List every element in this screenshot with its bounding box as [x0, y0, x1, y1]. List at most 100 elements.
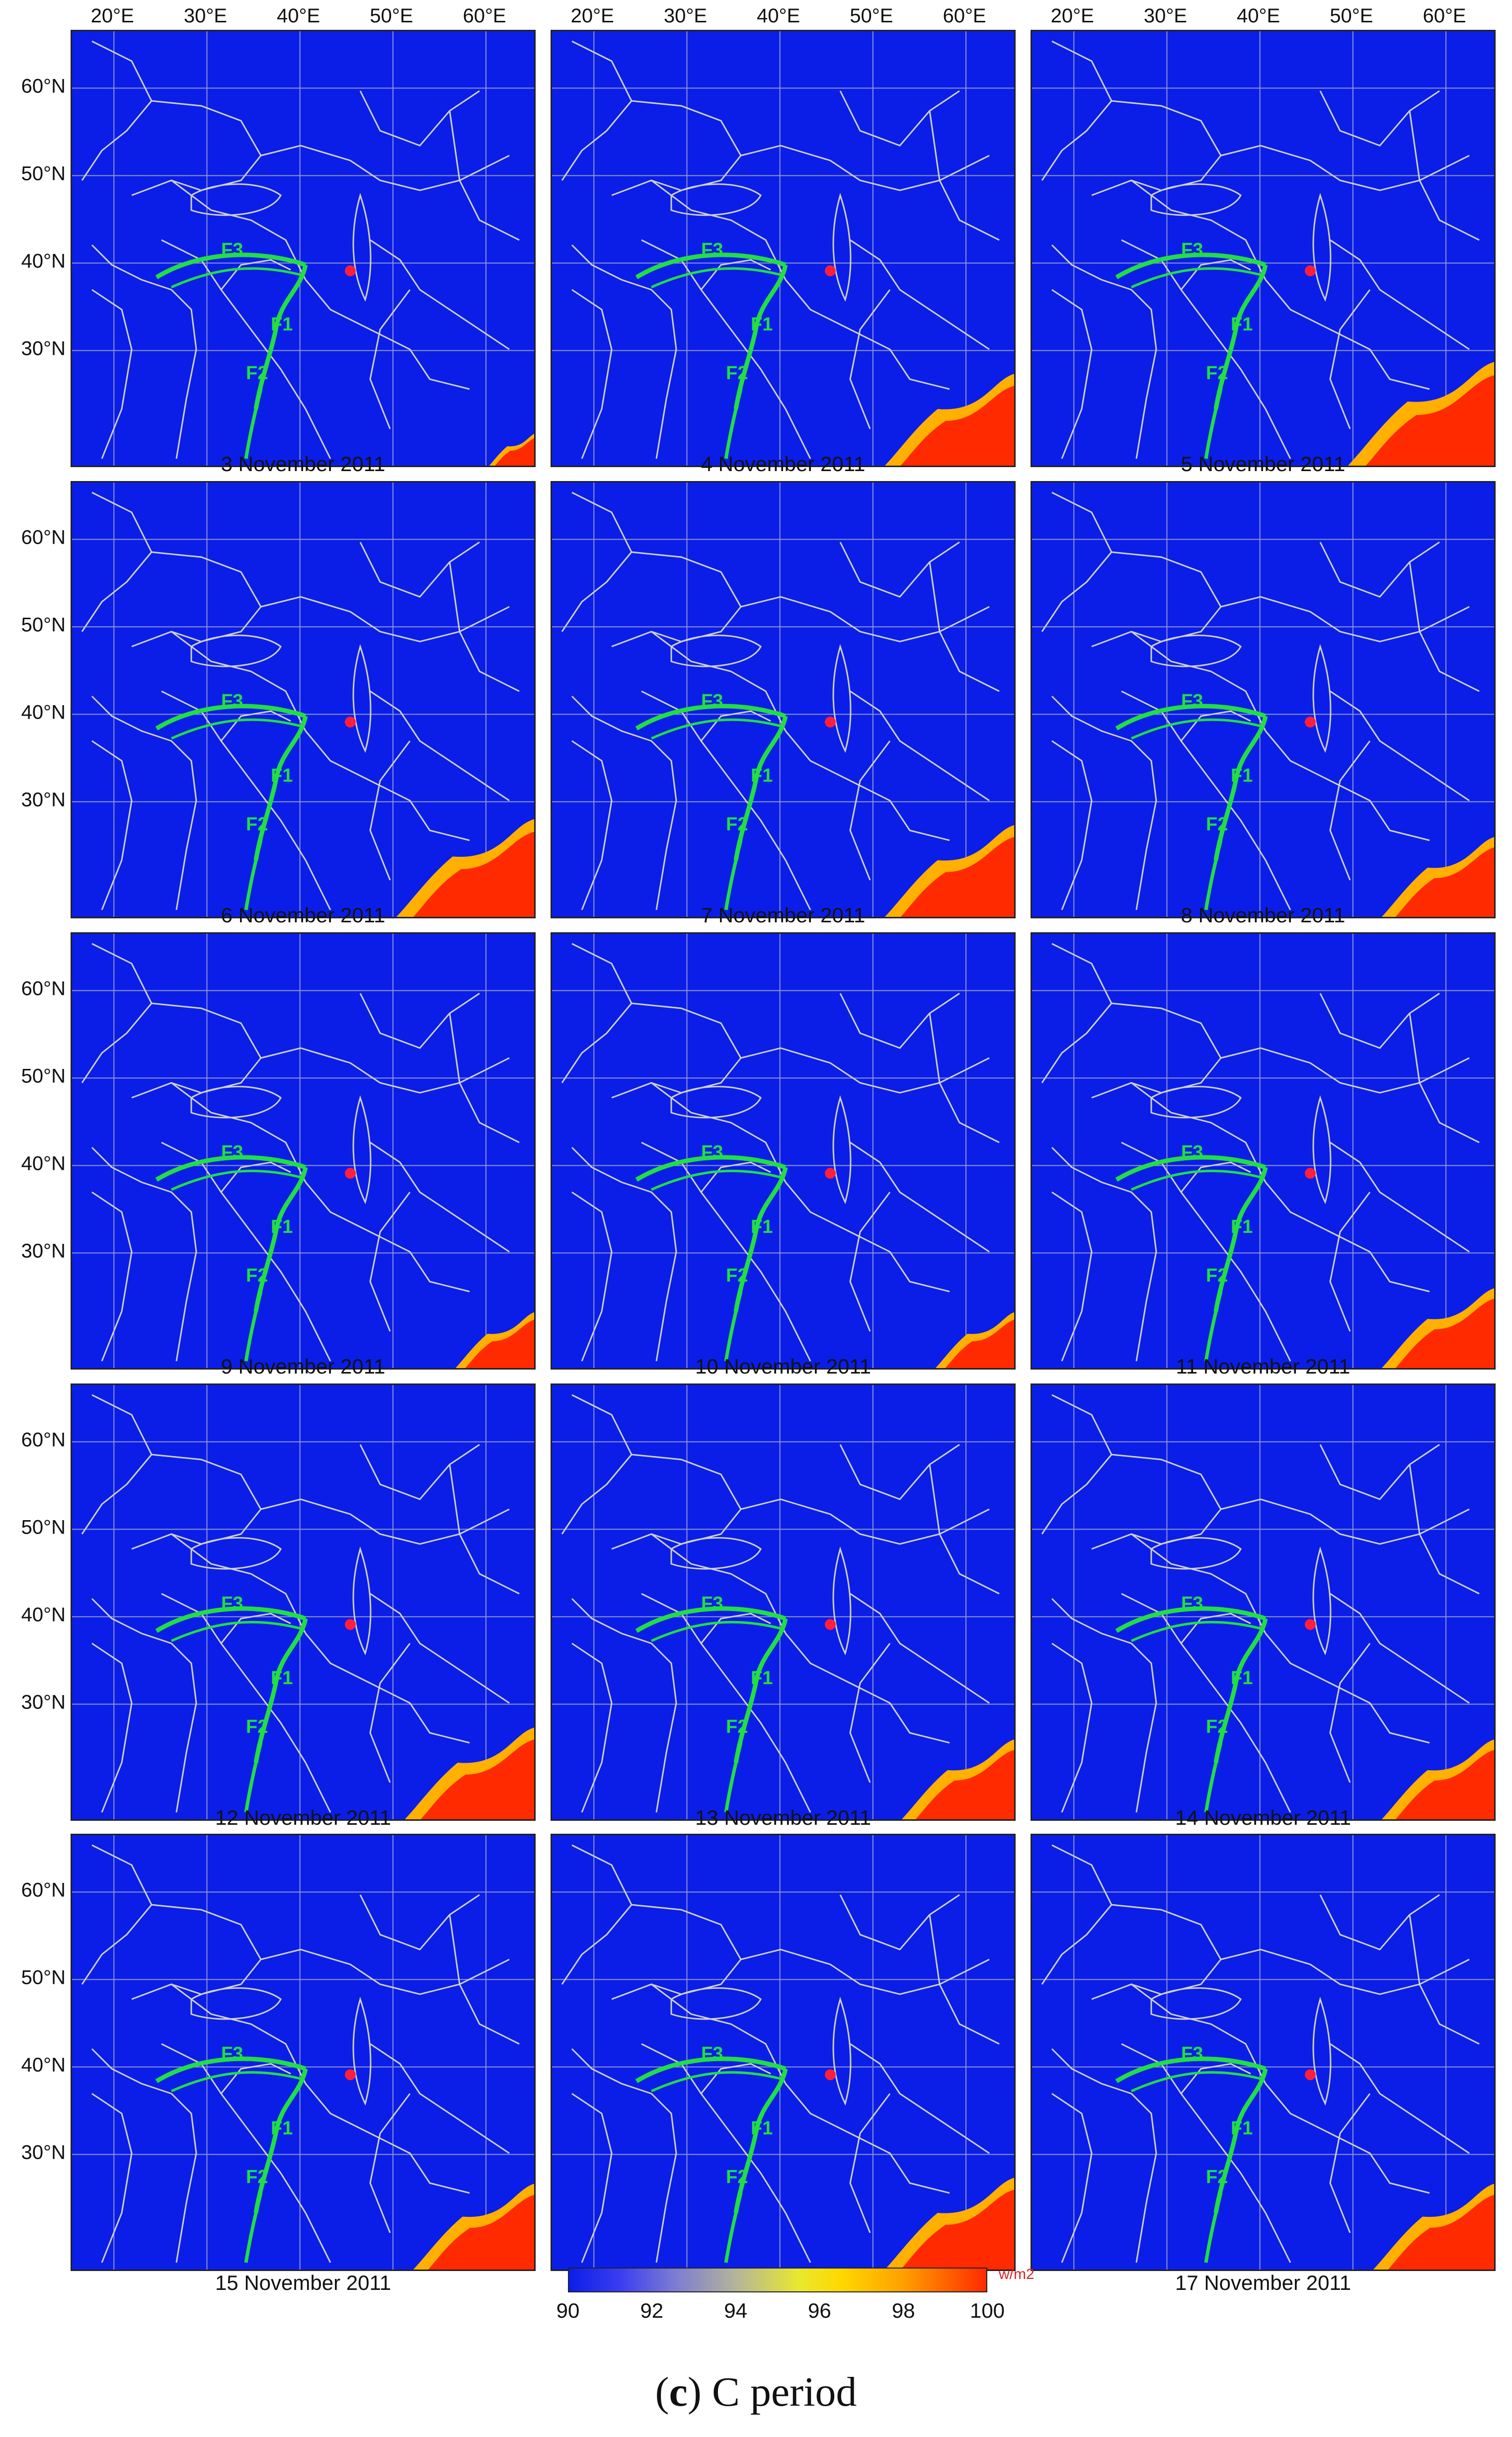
fault-line-f1 [733, 264, 788, 409]
country-border [1319, 90, 1440, 147]
country-border [1409, 1013, 1480, 1143]
colorbar-tick: 100 [969, 2299, 1005, 2322]
heat-anomaly [465, 1319, 534, 1368]
country-border [1111, 551, 1222, 643]
sea-outline [1312, 192, 1332, 302]
country-border [631, 1904, 742, 1995]
fault-label: F3 [1181, 1142, 1203, 1163]
heat-anomaly [900, 386, 1014, 466]
fault-line-f1 [1213, 264, 1268, 409]
country-border [849, 1643, 891, 1783]
heat-anomaly [1395, 1299, 1494, 1368]
fault-line-f3 [1115, 1155, 1267, 1182]
country-border [929, 110, 1000, 241]
epicenter-marker [1305, 1619, 1316, 1630]
latitude-label: 50°N [21, 614, 66, 636]
fault-line-f3 [650, 1621, 781, 1642]
country-border [839, 992, 960, 1049]
country-border [1051, 740, 1093, 910]
caption-text: C period [712, 2369, 857, 2415]
latitude-label: 40°N [21, 1152, 66, 1175]
fault-label: F1 [271, 765, 293, 786]
country-border [700, 2063, 771, 2094]
country-border [91, 1598, 197, 1813]
fault-line-f3 [650, 2071, 781, 2093]
map-canvas: F1 F2 F3 [1032, 1385, 1494, 1819]
country-border [561, 40, 633, 181]
country-border [1329, 2093, 1371, 2233]
map-canvas: F1 F2 F3 [1032, 1835, 1494, 2270]
map-panel: F1 F2 F3 [1031, 481, 1496, 918]
latitude-label: 30°N [21, 337, 66, 360]
map-canvas: F1 F2 F3 [552, 483, 1014, 917]
map-panel: F1 F2 F3 [1031, 1834, 1496, 2271]
fault-line-f2 [724, 1742, 743, 1813]
heat-anomaly [915, 1750, 1014, 1819]
country-border [91, 740, 133, 910]
country-border [1180, 1161, 1251, 1193]
longitude-label: 30°E [663, 5, 708, 27]
longitude-label: 20°E [570, 5, 614, 27]
country-border [220, 1161, 291, 1193]
sea-outline [1150, 635, 1242, 667]
country-border [700, 259, 771, 290]
map-canvas: F1 F2 F3 [72, 483, 534, 917]
sea-outline [1150, 183, 1242, 216]
epicenter-marker [1305, 265, 1316, 276]
country-border [1409, 562, 1480, 692]
country-border [1111, 1454, 1222, 1545]
longitude-label: 40°E [1237, 5, 1280, 27]
fault-line-f2 [724, 1291, 743, 1362]
epicenter-marker [345, 717, 356, 728]
map-canvas: F1 F2 F3 [72, 1385, 534, 1819]
country-border [850, 239, 990, 350]
country-border [359, 1444, 480, 1500]
country-border [571, 244, 677, 459]
fault-label: F3 [221, 240, 243, 260]
map-canvas: F1 F2 F3 [552, 31, 1014, 466]
map-canvas: F1 F2 F3 [72, 31, 534, 466]
latitude-label: 40°N [21, 2054, 66, 2076]
country-border [449, 1464, 520, 1595]
figure-caption: (c) C period [655, 2369, 857, 2415]
fault-label: F1 [1231, 1217, 1253, 1237]
country-border [571, 2048, 677, 2263]
country-border [1329, 289, 1371, 429]
country-border [1180, 259, 1251, 290]
country-border [1111, 100, 1222, 191]
country-border [929, 1464, 1000, 1595]
fault-label: F2 [1206, 1265, 1228, 1286]
country-border [260, 596, 510, 643]
fault-label: F3 [221, 691, 243, 712]
country-border [305, 1182, 470, 1293]
fault-label: F3 [701, 1593, 723, 1614]
fault-line-f3 [635, 1606, 787, 1633]
country-border [369, 1643, 411, 1783]
country-border [740, 145, 990, 191]
fault-line-f1 [1213, 2068, 1268, 2213]
longitude-label: 60°E [943, 5, 986, 27]
country-border [849, 289, 891, 429]
fault-line-f3 [170, 1621, 301, 1642]
country-border [631, 1002, 742, 1094]
country-border [81, 943, 153, 1083]
country-border [850, 690, 990, 802]
fault-label: F1 [751, 765, 773, 786]
epicenter-marker [345, 1619, 356, 1630]
country-border [631, 100, 742, 191]
country-border [1330, 2043, 1470, 2154]
fault-line-f2 [244, 2193, 263, 2263]
epicenter-marker [345, 2069, 356, 2080]
country-border [359, 90, 480, 147]
fault-label: F2 [246, 2167, 268, 2188]
country-border [91, 244, 197, 459]
fault-label: F1 [271, 1217, 293, 1237]
country-border [850, 2043, 990, 2154]
country-border [740, 1047, 990, 1094]
longitude-label: 40°E [757, 5, 800, 27]
fault-line-f3 [1130, 1621, 1261, 1642]
panel-date: 6 November 2011 [221, 903, 386, 927]
country-border [1265, 279, 1430, 390]
fault-line-f1 [1213, 716, 1268, 861]
country-border [1220, 1498, 1470, 1545]
